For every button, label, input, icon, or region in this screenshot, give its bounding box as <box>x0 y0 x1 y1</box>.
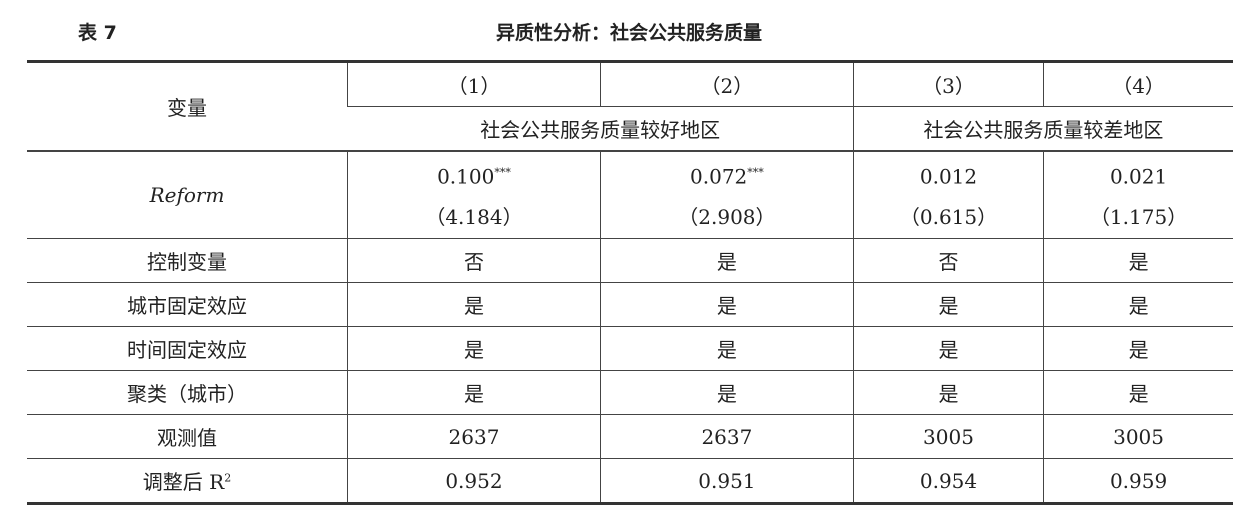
table-title: 异质性分析：社会公共服务质量 <box>495 22 762 44</box>
header-row-groups: 社会公共服务质量较好地区 社会公共服务质量较差地区 <box>27 106 1233 152</box>
row-label: 城市固定效应 <box>27 282 348 327</box>
cell: 是 <box>852 370 1044 415</box>
cell: 0.021 （1.175） <box>1043 151 1233 239</box>
cell: 2637 <box>599 414 854 459</box>
header-row-columns: 变量 （1） （2） （3） （4） <box>27 61 1233 152</box>
cell: 0.100*** （4.184） <box>347 151 601 239</box>
group-header: 社会公共服务质量较差地区 <box>852 106 1233 152</box>
cell: 是 <box>347 282 601 327</box>
table-row: 聚类（城市） 是是是是 <box>27 370 1233 415</box>
table-row: 控制变量 否是否是 <box>27 238 1233 283</box>
cell: 是 <box>1043 326 1233 371</box>
cell: 是 <box>1043 370 1233 415</box>
table-row: 时间固定效应 是是是是 <box>27 326 1233 371</box>
row-label: 时间固定效应 <box>27 326 348 371</box>
column-header: （1） <box>347 61 601 107</box>
cell: 否 <box>852 238 1044 283</box>
table-row: 调整后 R2 0.952 0.951 0.954 0.959 <box>27 458 1233 504</box>
cell: 是 <box>599 238 854 283</box>
cell: 是 <box>852 326 1044 371</box>
table-row-reform: Reform 0.100*** （4.184） 0.072*** （2.908） 0… <box>27 151 1233 239</box>
cell: 2637 <box>347 414 601 459</box>
row-label: 控制变量 <box>27 238 348 283</box>
cell: 3005 <box>1043 414 1233 459</box>
table-number: 表 7 <box>78 22 117 44</box>
cell: 0.952 <box>347 458 601 504</box>
cell: 是 <box>347 370 601 415</box>
cell: 是 <box>1043 238 1233 283</box>
cell: 0.954 <box>852 458 1044 504</box>
results-table: 变量 （1） （2） （3） （4） 社会公共服务质量较好地区 社会公共服务质量… <box>27 60 1233 505</box>
column-header: （2） <box>599 61 854 107</box>
cell: 0.072*** （2.908） <box>599 151 854 239</box>
cell: 0.951 <box>599 458 854 504</box>
cell: 0.959 <box>1043 458 1233 504</box>
column-header: （3） <box>852 61 1044 107</box>
row-label: 观测值 <box>27 414 348 459</box>
row-label: 聚类（城市） <box>27 370 348 415</box>
cell: 是 <box>599 282 854 327</box>
cell: 是 <box>599 326 854 371</box>
cell: 否 <box>347 238 601 283</box>
row-label: 调整后 R2 <box>142 470 232 494</box>
table-row: 城市固定效应 是是是是 <box>27 282 1233 327</box>
cell: 3005 <box>852 414 1044 459</box>
cell: 是 <box>852 282 1044 327</box>
group-header: 社会公共服务质量较好地区 <box>347 106 854 152</box>
cell: 0.012 （0.615） <box>852 151 1044 239</box>
row-label: Reform <box>27 151 348 239</box>
cell: 是 <box>1043 282 1233 327</box>
table-row: 观测值 2637 2637 3005 3005 <box>27 414 1233 459</box>
column-header: （4） <box>1043 61 1233 107</box>
cell: 是 <box>347 326 601 371</box>
cell: 是 <box>599 370 854 415</box>
variable-header: 变量 <box>27 61 348 152</box>
